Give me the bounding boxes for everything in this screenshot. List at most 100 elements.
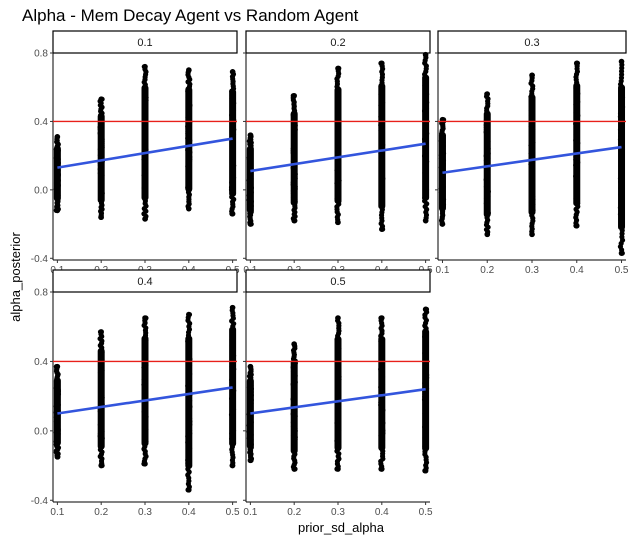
y-tick-label: 0.0 — [34, 185, 48, 196]
data-point — [335, 466, 341, 472]
x-tick-label: 0.1 — [436, 265, 450, 276]
y-tick-label: 0.4 — [34, 357, 48, 368]
data-point — [98, 96, 104, 102]
data-point — [529, 72, 535, 79]
data-point — [291, 341, 297, 347]
fit-line — [250, 142, 426, 173]
data-point — [54, 134, 61, 140]
facet-strip-label: 0.3 — [524, 37, 539, 49]
data-point — [335, 65, 341, 72]
y-tick-label: 0.8 — [34, 288, 48, 299]
data-point — [54, 363, 61, 370]
facet-strip — [52, 269, 238, 293]
data-point — [618, 58, 625, 65]
facet-panel: 0.4 -0.4 0.0 0.4 0.8 0.1 0.2 0.3 0.4 0.5 — [31, 269, 240, 518]
data-point — [335, 315, 341, 321]
facet-strip-label: 0.1 — [137, 37, 152, 49]
x-tick-label: 0.1 — [243, 507, 257, 518]
data-point — [186, 487, 192, 493]
x-tick-label: 0.3 — [138, 507, 152, 518]
x-tick-label: 0.2 — [287, 507, 301, 518]
fit-line — [57, 137, 233, 169]
data-point — [422, 306, 429, 313]
data-point — [229, 69, 236, 75]
data-point — [335, 219, 341, 226]
data-point — [379, 315, 385, 321]
data-point — [54, 207, 61, 214]
data-point — [247, 132, 254, 138]
data-point — [98, 329, 104, 335]
data-point — [422, 467, 429, 474]
data-point — [573, 60, 580, 67]
x-tick-label: 0.5 — [419, 507, 433, 518]
facet-panel: 0.20.10.20.30.40.5 — [243, 30, 433, 276]
data-point — [291, 466, 297, 472]
data-point — [98, 462, 104, 469]
data-points — [53, 304, 237, 493]
y-tick-label: 0.8 — [34, 49, 48, 60]
x-tick-label: 0.5 — [226, 507, 240, 518]
data-point — [186, 67, 192, 73]
data-point — [422, 51, 429, 58]
x-tick-label: 0.3 — [331, 507, 345, 518]
facet-strip — [437, 30, 627, 54]
x-tick-label: 0.4 — [375, 507, 389, 518]
data-point — [529, 231, 535, 238]
y-tick-label: -0.4 — [31, 254, 49, 265]
facet-panel: 0.5 0.1 0.2 0.3 0.4 0.5 — [243, 269, 433, 518]
data-point — [247, 457, 254, 464]
data-point — [439, 221, 446, 227]
fit-line — [250, 387, 426, 415]
chart-title: Alpha - Mem Decay Agent vs Random Agent — [22, 6, 359, 25]
facet-strip-label: 0.4 — [137, 276, 152, 288]
fit-line — [57, 386, 233, 415]
facet-strip — [245, 269, 431, 293]
data-point — [142, 461, 148, 467]
facet-strip — [52, 30, 238, 54]
y-axis-label: alpha_posterior — [8, 232, 23, 322]
data-point — [186, 311, 192, 318]
y-tick-label: 0.0 — [34, 426, 48, 437]
data-point — [142, 216, 148, 222]
facet-panel: 0.1-0.40.00.40.80.10.20.30.40.5 — [31, 30, 240, 276]
data-point — [247, 363, 254, 370]
x-axis-label: prior_sd_alpha — [298, 520, 385, 535]
data-point — [142, 315, 148, 321]
y-tick-label: 0.4 — [34, 117, 48, 128]
x-tick-label: 0.3 — [525, 265, 539, 276]
y-tick-label: -0.4 — [31, 496, 49, 507]
facet-panels: 0.1-0.40.00.40.80.10.20.30.40.50.20.10.2… — [31, 30, 629, 518]
data-point — [379, 60, 385, 67]
data-point — [379, 466, 385, 472]
data-point — [291, 217, 297, 224]
x-tick-label: 0.4 — [182, 507, 196, 518]
data-point — [229, 304, 236, 311]
data-point — [247, 221, 254, 227]
data-point — [142, 63, 148, 70]
data-point — [422, 217, 429, 224]
x-tick-label: 0.1 — [50, 507, 64, 518]
data-point — [484, 91, 491, 97]
x-tick-label: 0.5 — [615, 265, 629, 276]
data-point — [186, 205, 192, 212]
x-tick-label: 0.2 — [480, 265, 494, 276]
facet-strip-label: 0.5 — [330, 276, 345, 288]
facet-panel: 0.3 0.1 0.2 0.3 0.4 0.5 — [435, 30, 629, 276]
data-point — [573, 222, 580, 229]
data-point — [484, 231, 491, 238]
facet-strip-label: 0.2 — [330, 37, 345, 49]
data-point — [54, 454, 61, 460]
data-point — [229, 211, 236, 217]
data-point — [229, 462, 236, 469]
data-point — [98, 214, 104, 221]
data-point — [618, 250, 625, 256]
data-point — [379, 226, 385, 233]
x-tick-label: 0.2 — [94, 507, 108, 518]
facet-strip — [245, 30, 431, 54]
data-point — [291, 92, 297, 99]
fit-line — [442, 145, 622, 175]
x-tick-label: 0.4 — [570, 265, 584, 276]
data-points — [438, 58, 626, 256]
data-points — [246, 51, 430, 233]
